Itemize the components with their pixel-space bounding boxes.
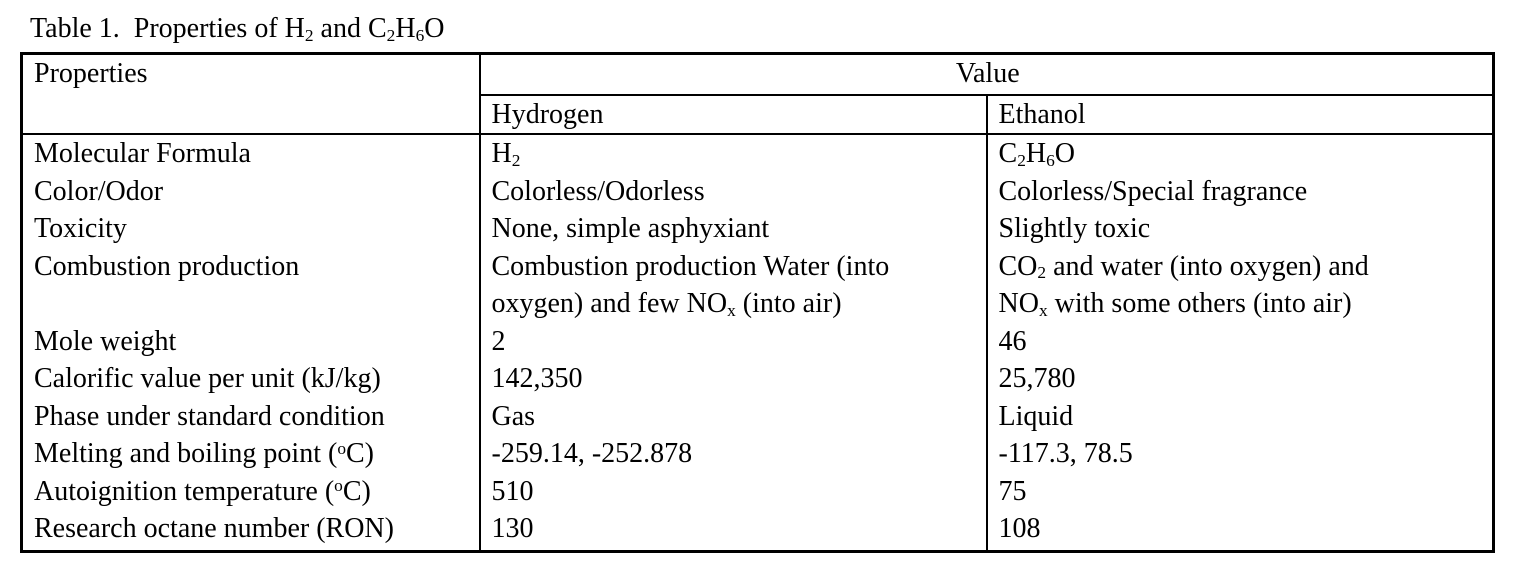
- hydrogen-value-cell: -259.14, -252.878: [478, 435, 987, 473]
- table-row: Mole weight 2 46: [22, 322, 1494, 360]
- hydrogen-value-cell: Colorless/Odorless: [478, 172, 987, 210]
- hydrogen-value-cell: 510: [478, 472, 987, 510]
- hydrogen-value-cell: None, simple asphyxiant: [478, 210, 987, 248]
- ethanol-value-cell: CO2 and water (into oxygen) and NOx with …: [985, 247, 1494, 323]
- header-hydrogen-cell: Hydrogen: [478, 94, 987, 135]
- hydrogen-value-cell: Combustion production Water (into oxygen)…: [478, 247, 987, 323]
- table-row: Combustion production Combustion product…: [22, 247, 1494, 323]
- hydrogen-value-cell: 2: [478, 322, 987, 360]
- header-value-cell: Value: [478, 53, 1494, 96]
- ethanol-value-cell: Colorless/Special fragrance: [985, 172, 1494, 210]
- hydrogen-value-cell: H2: [478, 134, 987, 173]
- table-row: Phase under standard condition Gas Liqui…: [22, 397, 1494, 435]
- property-name-cell: Autoignition temperature (oC): [34, 475, 371, 507]
- property-name-cell: Research octane number (RON): [34, 513, 394, 544]
- table-row: Color/Odor Colorless/Odorless Colorless/…: [22, 172, 1494, 210]
- table-row: Calorific value per unit (kJ/kg) 142,350…: [22, 360, 1494, 398]
- ethanol-value-cell: C2H6O: [985, 134, 1494, 173]
- header-properties-cell: Properties: [21, 53, 480, 135]
- ethanol-value-cell: 46: [985, 322, 1494, 360]
- table-row: Molecular Formula H2 C2H6O: [22, 134, 1494, 173]
- property-name-cell: Calorific value per unit (kJ/kg): [34, 363, 381, 394]
- property-name-cell: Molecular Formula: [34, 138, 251, 169]
- hydrogen-value-cell: 142,350: [478, 360, 987, 398]
- ethanol-value-cell: -117.3, 78.5: [985, 435, 1494, 473]
- header-row-value: Properties Value: [21, 53, 1494, 135]
- hydrogen-value-cell: 130: [478, 510, 987, 551]
- header-ethanol-cell: Ethanol: [985, 94, 1494, 135]
- table-row: Research octane number (RON) 130 108: [22, 510, 1494, 551]
- property-name-cell: Combustion production: [34, 250, 300, 282]
- ethanol-value-cell: Liquid: [985, 397, 1494, 435]
- header-row-substances: Hydrogen Ethanol: [22, 94, 1494, 135]
- property-name-cell: Color/Odor: [34, 175, 164, 207]
- property-name-cell: Toxicity: [34, 213, 127, 244]
- ethanol-value-cell: 108: [985, 510, 1494, 551]
- ethanol-value-cell: 75: [985, 472, 1494, 510]
- property-name-cell: Melting and boiling point (oC): [34, 438, 374, 469]
- properties-table: Properties Value Hydrogen Ethanol Molecu…: [20, 52, 1496, 553]
- ethanol-value-cell: Slightly toxic: [985, 210, 1494, 248]
- table-body: Molecular Formula H2 C2H6O Color/Odor Co…: [22, 134, 1494, 551]
- table-caption: Table 1. Properties of H2 and C2H6O: [30, 13, 445, 45]
- hydrogen-value-cell: Gas: [478, 397, 987, 435]
- table-row: Melting and boiling point (oC) -259.14, …: [22, 435, 1494, 473]
- ethanol-value-cell: 25,780: [985, 360, 1494, 398]
- table-row: Toxicity None, simple asphyxiant Slightl…: [22, 210, 1494, 248]
- table-row: Autoignition temperature (oC) 510 75: [22, 472, 1494, 510]
- property-name-cell: Phase under standard condition: [34, 400, 385, 432]
- property-name-cell: Mole weight: [34, 325, 177, 357]
